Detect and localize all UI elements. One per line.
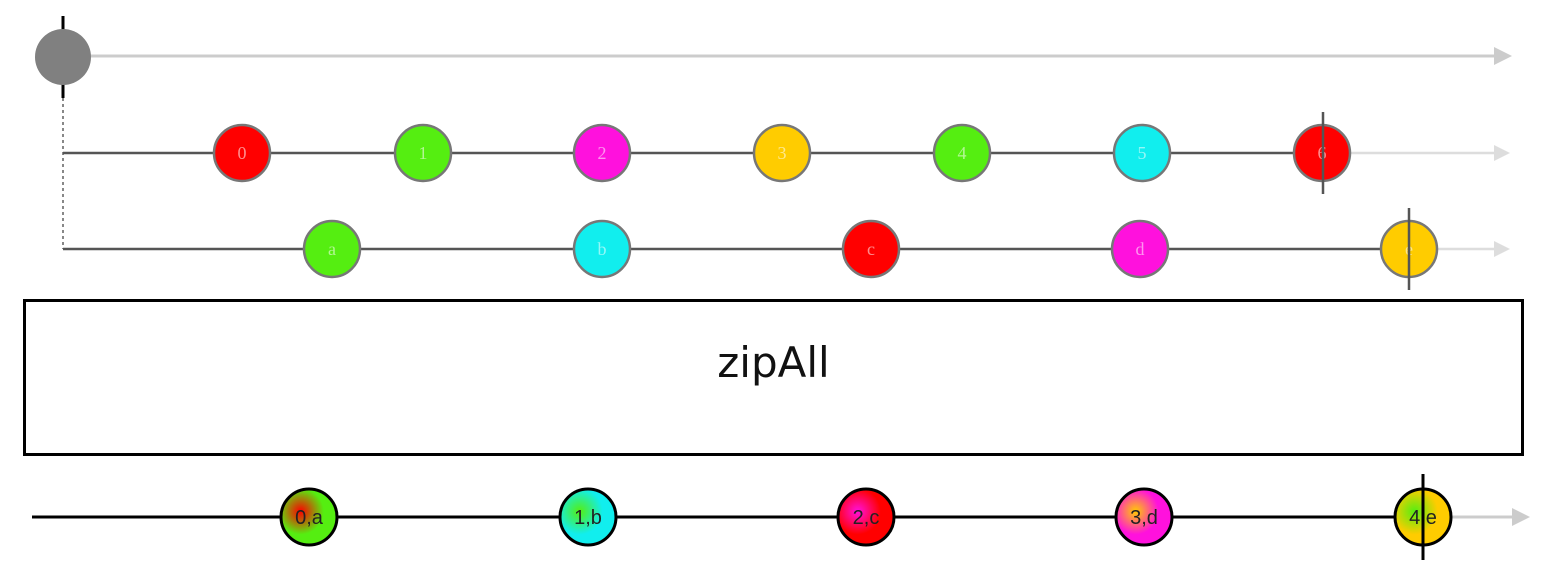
- output-marble-circle: [836, 487, 896, 547]
- marble-label: 1: [419, 143, 428, 163]
- output-stream-arrow: [1512, 508, 1530, 526]
- marble-circle: [302, 219, 362, 279]
- outer-timeline: [35, 16, 1512, 249]
- output-marble-1-b: 1,b: [558, 487, 618, 547]
- marble-label: 5: [1138, 143, 1147, 163]
- marble-5: 5: [1112, 123, 1172, 183]
- output-marble-0-a: 0,a: [279, 487, 339, 547]
- operator-label: zipAll: [717, 338, 830, 387]
- marble-label: b: [598, 239, 607, 259]
- output-marble-circle: [558, 487, 618, 547]
- outer-source-marble: [35, 29, 91, 85]
- inner-stream-arrow: [1494, 241, 1510, 257]
- output-marble-3-d: 3,d: [1114, 487, 1174, 547]
- output-marble-circle: [279, 487, 339, 547]
- inner-stream-numbers: 0123456: [63, 112, 1510, 194]
- marble-label: 0: [238, 143, 247, 163]
- output-marble-label: 0,a: [295, 507, 324, 529]
- marble-circle: [841, 219, 901, 279]
- marble-circle: [1112, 123, 1172, 183]
- output-marble-label: 3,d: [1130, 507, 1158, 529]
- marble-0: 0: [212, 123, 272, 183]
- inner-stream-letters: abcde: [63, 208, 1510, 290]
- marble-label: 2: [598, 143, 607, 163]
- marble-label: c: [867, 239, 875, 259]
- marble-label: a: [328, 239, 336, 259]
- marble-label: 4: [958, 143, 967, 163]
- outer-axis-arrow: [1494, 47, 1512, 65]
- output-marble-circle: [1114, 487, 1174, 547]
- marble-circle: [932, 123, 992, 183]
- marble-b: b: [572, 219, 632, 279]
- marble-3: 3: [752, 123, 812, 183]
- marble-d: d: [1110, 219, 1170, 279]
- marble-c: c: [841, 219, 901, 279]
- marble-2: 2: [572, 123, 632, 183]
- marble-1: 1: [393, 123, 453, 183]
- marble-4: 4: [932, 123, 992, 183]
- marble-circle: [572, 123, 632, 183]
- marble-circle: [752, 123, 812, 183]
- output-marble-2-c: 2,c: [836, 487, 896, 547]
- marble-circle: [1110, 219, 1170, 279]
- output-marble-label: 2,c: [853, 507, 880, 529]
- marble-circle: [572, 219, 632, 279]
- marble-circle: [393, 123, 453, 183]
- marble-label: 3: [778, 143, 787, 163]
- operator-box: zipAll: [23, 299, 1524, 456]
- marble-label: d: [1136, 239, 1145, 259]
- output-marble-label: 1,b: [574, 507, 602, 529]
- marble-a: a: [302, 219, 362, 279]
- inner-stream-arrow: [1494, 145, 1510, 161]
- marble-circle: [212, 123, 272, 183]
- output-stream: 0,a1,b2,c3,d4,e: [32, 474, 1530, 560]
